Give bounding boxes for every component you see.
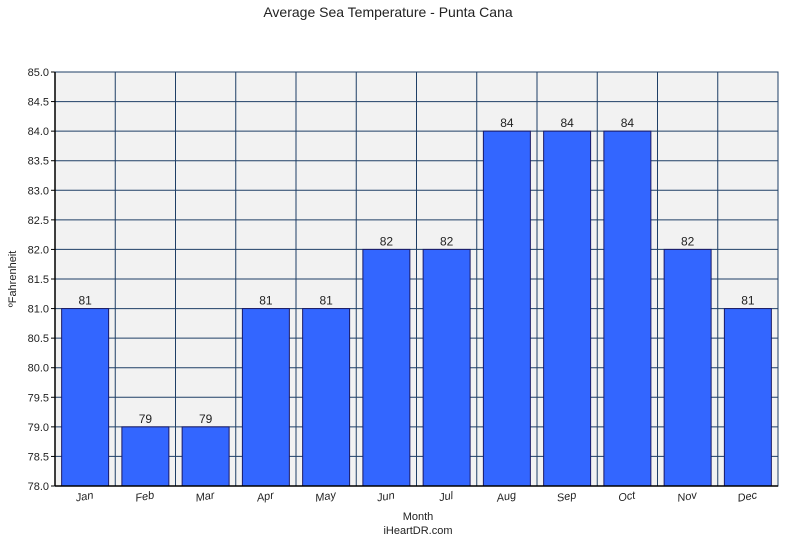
y-tick-label: 85.0 xyxy=(28,67,49,79)
x-tick-label-jul: Jul xyxy=(437,490,454,505)
data-label-oct: 84 xyxy=(621,116,635,130)
chart-title: Average Sea Temperature - Punta Cana xyxy=(263,4,513,20)
data-label-dec: 81 xyxy=(741,294,755,308)
bars: 81 79 79 81 81 82 82 84 84 84 82 81 xyxy=(61,116,772,487)
y-tick-label: 81.5 xyxy=(28,274,49,286)
x-tick-label-may: May xyxy=(314,489,338,505)
bar-nov xyxy=(663,248,712,487)
x-tick-label-jun: Jun xyxy=(375,490,396,505)
data-label-apr: 81 xyxy=(259,294,273,308)
x-tick-label-mar: Mar xyxy=(195,489,217,504)
data-label-sep: 84 xyxy=(560,116,574,130)
y-tick-label: 82.5 xyxy=(28,215,49,227)
data-label-may: 81 xyxy=(319,294,333,308)
data-label-feb: 79 xyxy=(139,412,153,426)
bar-apr xyxy=(241,308,290,487)
x-tick-label-oct: Oct xyxy=(617,489,637,504)
data-label-jun: 82 xyxy=(380,234,394,248)
bar-feb xyxy=(121,426,170,487)
chart-caption: iHeartDR.com xyxy=(383,525,452,537)
y-tick-label: 84.0 xyxy=(28,126,49,138)
y-tick-label: 82.0 xyxy=(28,244,49,256)
bar-sep xyxy=(543,130,592,487)
y-tick-label: 78.0 xyxy=(28,481,49,493)
y-tick-label: 79.5 xyxy=(28,392,49,404)
x-tick-label-dec: Dec xyxy=(737,489,759,504)
y-tick-label: 83.5 xyxy=(28,156,49,168)
y-tick-label: 80.5 xyxy=(28,333,49,345)
y-tick-label: 84.5 xyxy=(28,97,49,109)
data-label-aug: 84 xyxy=(500,116,514,130)
bar-jul xyxy=(422,248,471,487)
x-tick-label-jan: Jan xyxy=(74,490,95,505)
y-tick-label: 81.0 xyxy=(28,304,49,316)
bar-jan xyxy=(61,308,110,487)
y-axis-label: ºFahrenheit xyxy=(7,251,19,308)
x-tick-label-feb: Feb xyxy=(134,489,155,504)
x-axis-label: Month xyxy=(403,511,434,523)
y-tick-label: 83.0 xyxy=(28,185,49,197)
data-label-nov: 82 xyxy=(681,234,695,248)
bar-oct xyxy=(603,130,652,487)
bar-jun xyxy=(362,248,411,487)
y-tick-label: 78.5 xyxy=(28,451,49,463)
y-tick-label: 80.0 xyxy=(28,363,49,375)
bar-mar xyxy=(181,426,230,487)
bar-dec xyxy=(723,308,772,487)
data-label-jan: 81 xyxy=(78,294,92,308)
x-tick-label-sep: Sep xyxy=(556,489,577,504)
axes: 78.0 78.5 79.0 79.5 80.0 80.5 81.0 81.5 82.0 82.5… xyxy=(28,67,779,505)
y-tick-label: 79.0 xyxy=(28,422,49,434)
data-label-mar: 79 xyxy=(199,412,213,426)
x-tick-label-nov: Nov xyxy=(676,489,699,504)
data-label-jul: 82 xyxy=(440,234,454,248)
bar-may xyxy=(302,308,351,487)
x-tick-label-aug: Aug xyxy=(495,489,518,505)
bar-aug xyxy=(482,130,531,487)
x-tick-label-apr: Apr xyxy=(255,489,276,504)
